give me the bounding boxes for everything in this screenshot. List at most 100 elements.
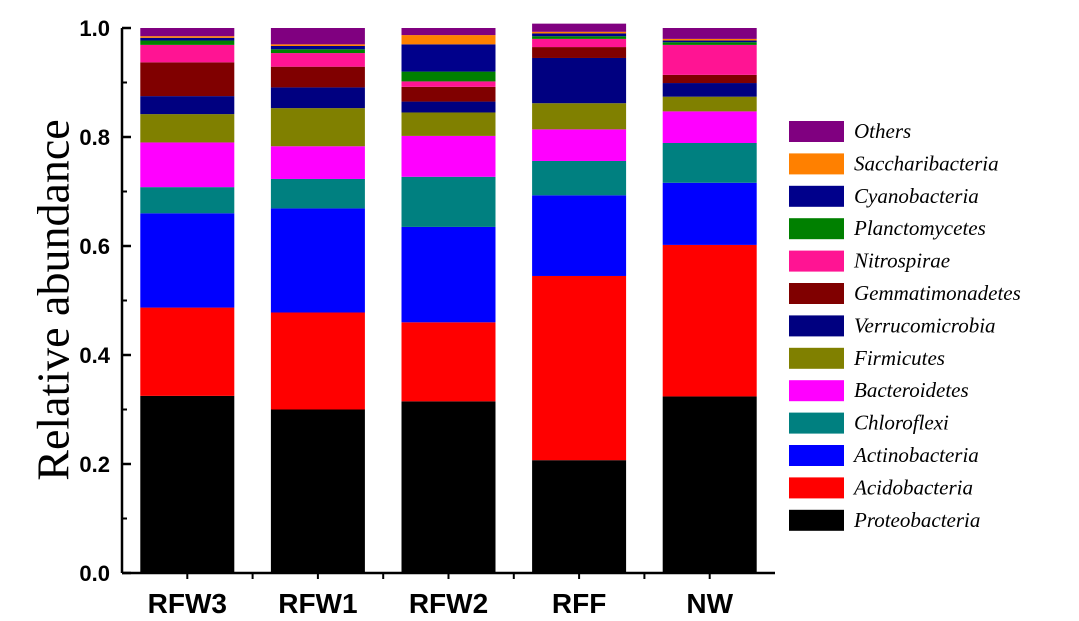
bar-segment-rff-planctomycetes [532,36,627,39]
bar-segment-rfw2-gemmatimonadetes [401,86,496,102]
bar-segment-nw-actinobacteria [662,182,757,245]
bar-segment-rfw3-bacteroidetes [140,142,235,188]
bar-segment-nw-others [662,28,757,39]
legend-swatch-others [789,121,844,142]
axes: 0.0 0.2 0.4 0.6 0.8 1.0 RFW3 RFW1 RFW2 RFF NW [79,16,775,619]
legend-label-nitrospirae: Nitrospirae [853,249,950,273]
legend-label-firmicutes: Firmicutes [853,346,945,370]
bar-segment-rfw3-verrucomicrobia [140,96,235,115]
bar-segment-rfw1-bacteroidetes [270,146,365,179]
legend-swatch-cyanobacteria [789,185,844,207]
bar-segment-rfw1-gemmatimonadetes [270,66,365,88]
bar-segment-rff-others [532,23,627,32]
x-tick-label: RFF [552,588,606,619]
legend-label-chloroflexi: Chloroflexi [854,411,949,435]
bar-segment-rfw3-nitrospirae [140,44,235,63]
bar-segment-nw-bacteroidetes [662,111,757,143]
y-axis-label: Relative abundance [28,119,79,480]
legend-label-actinobacteria: Actinobacteria [852,443,979,467]
bar-segment-nw-nitrospirae [662,44,757,75]
y-tick-label: 0.0 [79,561,110,586]
bar-segment-rfw2-cyanobacteria [401,44,496,72]
bar-segment-nw-proteobacteria [662,396,757,573]
bar-segment-rfw1-acidobacteria [270,312,365,410]
bar-segment-rff-gemmatimonadetes [532,47,627,58]
bar-segment-rff-saccharibacteria [532,31,627,34]
bar-segment-rff-bacteroidetes [532,129,627,161]
y-tick-label: 1.0 [79,16,110,41]
bar-segment-rfw3-others [140,28,235,37]
bar-segment-rff-actinobacteria [532,195,627,276]
bar-segment-rfw1-proteobacteria [270,409,365,573]
x-tick-label: RFW1 [278,588,357,619]
bar-segment-rfw2-actinobacteria [401,226,496,323]
bar-segment-rfw1-saccharibacteria [270,44,365,46]
bar-segment-rfw3-planctomycetes [140,40,235,45]
legend-swatch-verrucomicrobia [789,315,844,337]
legend-label-verrucomicrobia: Verrucomicrobia [854,313,996,337]
bar-segment-rfw1-actinobacteria [270,208,365,313]
y-tick-label: 0.8 [79,125,110,150]
bar-segment-rfw2-nitrospirae [401,81,496,87]
bar-segment-rfw2-bacteroidetes [401,135,496,177]
bar-segment-rff-chloroflexi [532,160,627,196]
legend-swatch-bacteroidetes [789,380,844,402]
y-tick-label: 0.4 [79,343,110,368]
legend-swatch-nitrospirae [789,250,844,272]
legend-swatch-planctomycetes [789,218,844,240]
bar-segment-rff-firmicutes [532,103,627,130]
legend-label-planctomycetes: Planctomycetes [853,216,986,240]
x-tick-label: RFW2 [409,588,488,619]
x-tick-label: RFW3 [148,588,227,619]
y-tick-label: 0.6 [79,234,110,259]
bar-segment-rfw3-acidobacteria [140,307,235,396]
bar-segment-nw-chloroflexi [662,142,757,183]
bar-segment-rfw3-cyanobacteria [140,37,235,41]
bar-segment-nw-saccharibacteria [662,38,757,41]
bar-segment-rfw2-planctomycetes [401,71,496,82]
bar-segment-rfw3-proteobacteria [140,395,235,573]
bar-segment-rfw3-gemmatimonadetes [140,62,235,97]
plot-area [140,23,757,573]
legend-label-cyanobacteria: Cyanobacteria [854,184,979,208]
legend-label-proteobacteria: Proteobacteria [853,508,980,532]
legend-swatch-acidobacteria [789,477,844,499]
bar-segment-rfw2-saccharibacteria [401,35,496,45]
legend-label-acidobacteria: Acidobacteria [852,475,973,499]
bar-segment-rff-nitrospirae [532,38,627,48]
bar-segment-rff-acidobacteria [532,275,627,461]
bar-segment-rfw1-chloroflexi [270,178,365,209]
bar-segment-rff-cyanobacteria [532,33,627,37]
legend-swatch-proteobacteria [789,509,844,531]
bar-segment-nw-cyanobacteria [662,40,757,43]
bar-segment-nw-verrucomicrobia [662,83,757,97]
bar-segment-rfw1-cyanobacteria [270,45,365,50]
legend-label-saccharibacteria: Saccharibacteria [854,151,999,175]
y-tick-label: 0.2 [79,452,110,477]
legend-swatch-actinobacteria [789,445,844,466]
bar-segment-rfw3-firmicutes [140,114,235,143]
legend-swatch-chloroflexi [789,412,844,434]
bar-segment-rfw1-verrucomicrobia [270,87,365,109]
bar-segment-rfw2-others [401,28,496,36]
legend-label-others: Others [854,119,911,143]
bar-segment-nw-gemmatimonadetes [662,74,757,84]
bar-segment-rff-verrucomicrobia [532,57,627,104]
legend-swatch-saccharibacteria [789,153,844,175]
legend-label-gemmatimonadetes: Gemmatimonadetes [854,281,1021,305]
bar-segment-rfw3-saccharibacteria [140,36,235,38]
bar-segment-nw-planctomycetes [662,42,757,45]
bar-segment-rfw2-proteobacteria [401,401,496,573]
x-tick-label: NW [686,588,733,619]
legend-label-bacteroidetes: Bacteroidetes [854,378,969,402]
bar-segment-rfw1-nitrospirae [270,53,365,67]
bar-segment-rfw2-acidobacteria [401,322,496,402]
bar-segment-nw-acidobacteria [662,244,757,397]
legend: Others Saccharibacteria Cyanobacteria Planc… [789,119,1021,532]
bar-segment-rfw1-firmicutes [270,108,365,147]
bar-segment-rfw1-planctomycetes [270,49,365,54]
bar-segment-rfw2-chloroflexi [401,176,496,227]
bar-segment-rfw2-firmicutes [401,112,496,136]
bar-segment-rfw2-verrucomicrobia [401,101,496,113]
